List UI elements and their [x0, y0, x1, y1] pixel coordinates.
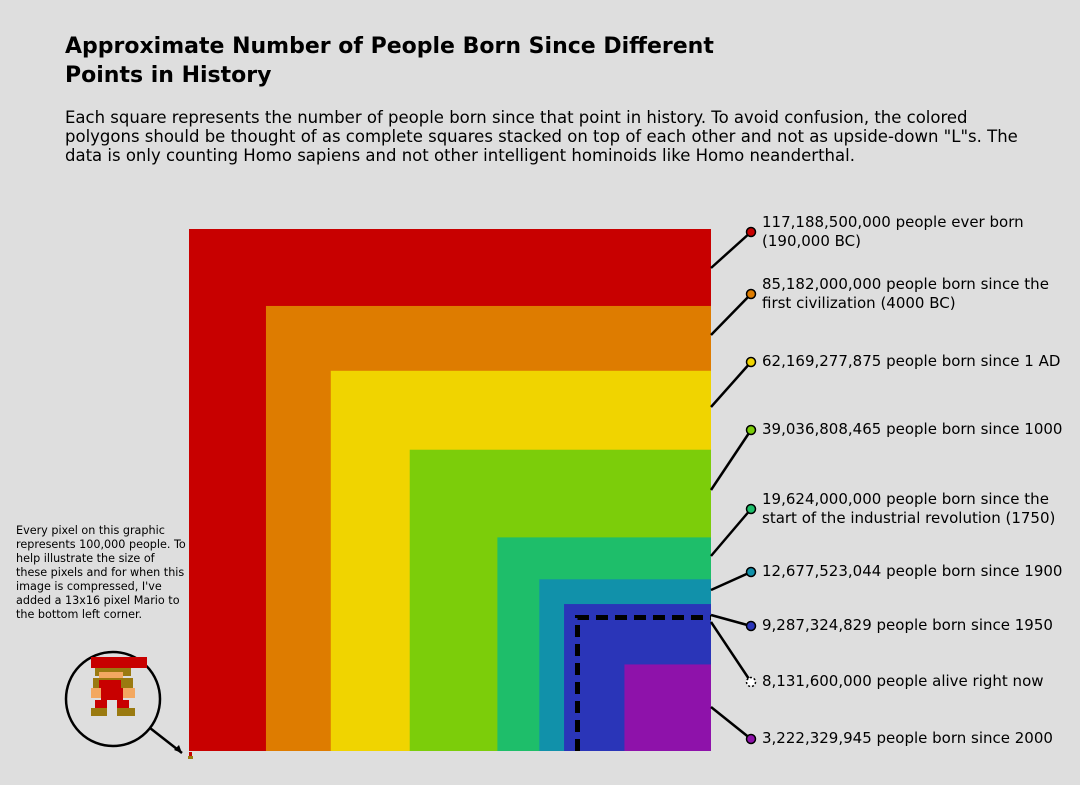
mario-callout [64, 650, 193, 759]
legend-label: 85,182,000,000 people born since the fir… [762, 275, 1072, 313]
legend-text: people born since 2000 [876, 729, 1053, 747]
legend-dot [745, 620, 757, 632]
legend-text: people born since 1900 [886, 562, 1063, 580]
legend-label: 19,624,000,000 people born since the sta… [762, 490, 1072, 528]
chart-subtitle: Each square represents the number of peo… [65, 108, 1018, 165]
legend-label: 3,222,329,945 people born since 2000 [762, 729, 1072, 748]
leader-line [710, 293, 752, 336]
squares [189, 229, 711, 751]
legend-text: people born since the start of the indus… [762, 490, 1056, 527]
legend-text: people born since 1 AD [886, 352, 1061, 370]
leader-line [710, 706, 752, 740]
legend-dot [745, 733, 757, 745]
leader-line [710, 361, 752, 408]
legend-dot [745, 424, 757, 436]
legend-text: people ever born (190,000 BC) [762, 213, 1024, 250]
leader-line [710, 613, 752, 628]
chart-title: Approximate Number of People Born Since … [65, 34, 714, 88]
value-label: 8,131,600,000 [762, 672, 872, 690]
value-label: 19,624,000,000 [762, 490, 882, 508]
legend-label: 9,287,324,829 people born since 1950 [762, 616, 1072, 635]
leader-line [710, 570, 752, 592]
legend-dot [745, 503, 757, 515]
legend-dot [745, 288, 757, 300]
legend-dot [745, 566, 757, 578]
leader-line [710, 508, 752, 557]
legend-label: 39,036,808,465 people born since 1000 [762, 420, 1072, 439]
leader-line [709, 429, 753, 491]
value-label: 12,677,523,044 [762, 562, 882, 580]
legend-dot [745, 356, 757, 368]
legend-text: people born since the first civilization… [762, 275, 1049, 312]
legend-label: 62,169,277,875 people born since 1 AD [762, 352, 1072, 371]
legend-label: 8,131,600,000 people alive right now [762, 672, 1072, 691]
legend-text: people born since 1000 [886, 420, 1063, 438]
outlined-square [574, 614, 711, 751]
square [624, 664, 711, 751]
value-label: 3,222,329,945 [762, 729, 872, 747]
value-label: 9,287,324,829 [762, 616, 872, 634]
leader-line [709, 621, 753, 683]
legend-text: people born since 1950 [876, 616, 1053, 634]
value-label: 117,188,500,000 [762, 213, 891, 231]
legend-dot [745, 226, 757, 238]
leader-line [710, 231, 752, 269]
legend-label: 12,677,523,044 people born since 1900 [762, 562, 1072, 581]
legend-dot [745, 676, 757, 688]
value-label: 62,169,277,875 [762, 352, 882, 370]
legend-label: 117,188,500,000 people ever born (190,00… [762, 213, 1072, 251]
value-label: 39,036,808,465 [762, 420, 882, 438]
value-label: 85,182,000,000 [762, 275, 882, 293]
legend-text: people alive right now [876, 672, 1044, 690]
annotation: Every pixel on this graphic represents 1… [16, 524, 186, 621]
